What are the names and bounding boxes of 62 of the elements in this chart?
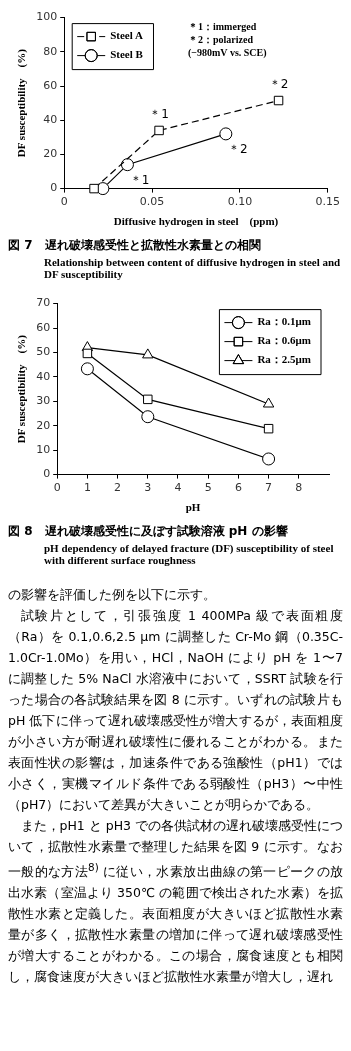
point <box>82 348 93 359</box>
x-tick-label: 3 <box>144 481 152 495</box>
x-axis-title: pH <box>185 501 201 514</box>
annotation: ＊2：polarized <box>188 33 254 46</box>
y-tick-label: 60 <box>36 320 51 334</box>
point <box>89 183 99 194</box>
y-tick-label: 20 <box>36 418 51 432</box>
x-axis-title: Diffusive hydrogen in steel (ppm) <box>113 215 279 229</box>
y-axis-title: DF susceptibility (%) <box>15 48 29 158</box>
y-tick-label: 10 <box>36 443 51 457</box>
point <box>80 362 94 376</box>
point <box>141 410 155 424</box>
x-tick-label: 0.15 <box>315 195 340 209</box>
text: Relationship between content of diffusive hydrogen in steel and DF susceptibility <box>43 256 342 280</box>
point <box>142 348 154 359</box>
annotation: ＊1 <box>149 106 169 121</box>
y-tick-label: 30 <box>36 394 51 408</box>
point <box>143 394 153 405</box>
text: 図 8 遅れ破壊感受性に及ぼす試験溶液 pH の影響 <box>8 523 289 540</box>
y-tick-label: 0 <box>50 181 58 195</box>
x-tick-label: 4 <box>174 481 182 495</box>
y-tick-label: 100 <box>36 10 58 24</box>
text: pH dependency of delayed fracture (DF) susceptibility of steel with different surface roughness <box>43 542 335 566</box>
point <box>273 95 284 106</box>
annotation: (−980mV vs. SCE) <box>188 46 267 59</box>
x-tick-label: 6 <box>234 481 242 495</box>
text: 図 7 遅れ破壊感受性と拡散性水素量との相関 <box>8 237 262 254</box>
y-tick-label: 40 <box>36 369 51 383</box>
x-tick-label: 5 <box>204 481 212 495</box>
point <box>219 127 233 141</box>
x-tick-label: 0.05 <box>139 195 165 209</box>
x-tick-label: 1 <box>83 481 91 495</box>
text: また，pH1 と pH3 での各供試材の遅れ破壊感受性について，拡散性水素量で整理した結果を図 9 に示す。なお一般的な方法$^{8)}$ に従い，水素放出曲線の第一ピークの放出水素（室温より 350℃ の範囲で検出された水素）を拡散性水素と定義した。表面粗度が大きいほど拡散性水素量が多く，拡散性水素量の増加に伴って遅れ破壊感受性が増大することがわかる。この場合，腐食速度とも相関し，腐食速度が大きいほど拡散性水素量が増大し，遅れ <box>8 818 344 985</box>
y-tick-label: 20 <box>43 147 58 161</box>
y-tick-label: 60 <box>43 78 58 92</box>
y-tick-label: 40 <box>43 113 58 127</box>
y-axis-title: DF susceptibility (%) <box>15 334 29 444</box>
x-tick-label: 8 <box>295 481 303 495</box>
annotation: ＊1：immerged <box>188 20 258 33</box>
legend-label: Ra：2.5μm <box>257 353 311 366</box>
point <box>120 158 134 172</box>
x-tick-label: 7 <box>265 481 273 495</box>
y-tick-label: 80 <box>43 44 58 58</box>
annotation: ＊2 <box>228 142 248 157</box>
annotation: ＊2 <box>268 76 289 91</box>
point <box>154 125 164 136</box>
x-tick-label: 2 <box>114 481 122 495</box>
text: 試験片として，引張強度 1 400MPa 級で表面粗度（Ra）を 0.1,0.6,2.5 μm に調整した Cr-Mo 鋼（0.35C-1.0Cr-1.0Mo）を用い，HCl，NaOH により pH を 1〜7 に調整した 5% NaCl 水溶液中において，SSRT 試験を行った場合の各試験結果を図 8 に示す。いずれの試験片も pH 低下に伴って遅れ破壊感受性が増大するが，表面粗度が小さい方が耐遅れ破壊性に優れることがわかる。また表面性状の影響は，加速条件である強酸性（pH1）では小さく，実機マイルド条件である弱酸性（pH3）〜中性（pH7）において差異が大きいことが明らかである。 <box>8 608 343 812</box>
point <box>263 423 274 434</box>
point <box>262 452 276 466</box>
point <box>262 397 275 408</box>
legend-label: Steel B <box>110 48 144 61</box>
y-tick-label: 70 <box>36 296 51 310</box>
y-tick-label: 50 <box>36 345 51 359</box>
legend-label: Steel A <box>110 29 143 42</box>
legend-label: Ra：0.1μm <box>257 315 311 328</box>
x-tick-label: 0.10 <box>227 195 253 209</box>
text: の影響を評価した例を以下に示す。 <box>8 586 217 604</box>
x-tick-label: 0 <box>60 195 68 209</box>
annotation: ＊1 <box>129 172 150 187</box>
legend-label: Ra：0.6μm <box>257 334 311 347</box>
y-tick-label: 0 <box>43 467 51 481</box>
